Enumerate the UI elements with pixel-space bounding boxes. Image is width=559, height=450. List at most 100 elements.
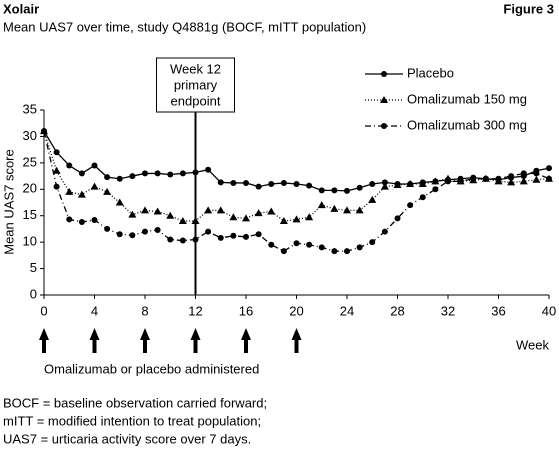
legend-marker [381, 123, 387, 129]
marker [166, 211, 175, 219]
marker [216, 206, 225, 214]
legend-label: Placebo [407, 65, 454, 80]
y-axis-label: Mean UAS7 score [1, 149, 16, 255]
marker [293, 240, 300, 247]
marker [116, 175, 123, 182]
marker [116, 231, 123, 238]
y-tick-label: 20 [23, 181, 37, 196]
marker [179, 237, 186, 244]
marker [204, 206, 213, 214]
marker [406, 180, 415, 187]
legend-marker [380, 96, 388, 103]
marker [141, 206, 149, 214]
marker [230, 179, 237, 186]
marker [445, 178, 451, 185]
x-tick-label: 8 [141, 303, 148, 318]
marker [104, 225, 111, 232]
marker [268, 181, 275, 187]
marker [495, 175, 502, 182]
marker [279, 217, 288, 224]
marker [533, 170, 540, 177]
marker [394, 215, 401, 222]
marker [318, 244, 325, 251]
footnote: BOCF = baseline observation carried forw… [3, 395, 267, 410]
marker [268, 241, 275, 248]
marker [369, 239, 376, 246]
x-tick-label: 32 [441, 303, 455, 318]
marker [229, 213, 238, 221]
dose-arrow [89, 328, 100, 353]
dose-arrow [39, 328, 49, 353]
marker [153, 207, 162, 215]
marker [243, 233, 249, 240]
marker [344, 187, 350, 194]
marker [255, 183, 262, 190]
marker [508, 173, 515, 180]
marker [129, 232, 136, 239]
marker [369, 181, 376, 187]
marker [179, 170, 186, 177]
marker [519, 177, 528, 185]
marker [380, 182, 389, 190]
y-tick-label: 25 [23, 154, 37, 169]
marker [78, 170, 85, 177]
marker [129, 173, 136, 180]
legend-label: Omalizumab 150 mg [407, 91, 527, 106]
marker [243, 179, 249, 186]
marker [292, 215, 301, 223]
annotation-text: endpoint [171, 93, 221, 108]
marker [546, 165, 552, 172]
marker [306, 182, 313, 189]
marker [355, 206, 364, 214]
x-tick-label: 20 [289, 303, 303, 318]
marker [78, 219, 85, 226]
y-tick-label: 0 [30, 286, 37, 301]
dose-arrow [241, 328, 251, 353]
marker [344, 248, 350, 255]
legend-marker [381, 71, 387, 77]
marker [306, 241, 313, 248]
marker [154, 226, 161, 233]
annotation-box [156, 57, 235, 113]
marker [356, 184, 363, 191]
dose-arrow [140, 328, 150, 353]
marker [280, 179, 287, 186]
marker [242, 214, 250, 222]
marker [254, 209, 263, 217]
marker [91, 216, 98, 223]
marker [331, 248, 338, 255]
y-tick-label: 35 [23, 101, 37, 116]
y-tick-label: 5 [30, 260, 37, 275]
chart-title: Mean UAS7 over time, study Q4881g (BOCF,… [3, 19, 366, 34]
annotation-text: primary [174, 77, 218, 92]
marker [267, 207, 276, 215]
marker [53, 149, 60, 156]
marker [305, 213, 314, 221]
marker [167, 236, 174, 243]
x-tick-label: 24 [340, 303, 354, 318]
marker [65, 187, 74, 195]
marker [52, 166, 61, 174]
header-right: Figure 3 [503, 1, 554, 16]
marker [192, 169, 199, 176]
marker [90, 182, 99, 190]
y-tick-label: 30 [23, 128, 37, 143]
header-left: Xolair [3, 1, 39, 16]
x-tick-label: 28 [390, 303, 404, 318]
footnote: UAS7 = urticaria activity score over 7 d… [3, 431, 251, 446]
marker [419, 194, 426, 201]
marker [317, 201, 326, 209]
x-tick-label: 40 [542, 303, 556, 318]
marker [431, 177, 440, 185]
x-tick-label: 16 [239, 303, 253, 318]
marker [356, 244, 363, 251]
marker [255, 231, 262, 238]
marker [142, 170, 148, 177]
marker [330, 204, 339, 212]
x-tick-label: 4 [91, 303, 98, 318]
marker [66, 216, 73, 223]
y-tick-label: 10 [23, 234, 37, 249]
dose-arrow [291, 328, 302, 353]
marker [103, 187, 112, 195]
